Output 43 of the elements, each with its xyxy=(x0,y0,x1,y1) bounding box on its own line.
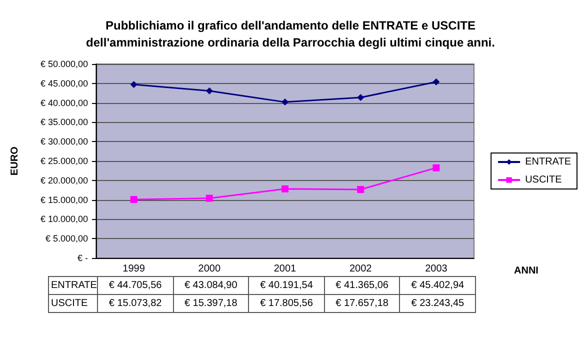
y-tick-label: € 15.000,00 xyxy=(40,194,88,205)
legend-label: ENTRATE xyxy=(525,156,572,168)
point xyxy=(130,196,138,204)
point xyxy=(130,81,138,88)
y-tick-label: € 45.000,00 xyxy=(40,78,88,88)
point xyxy=(282,98,288,106)
data-label: € 44.705,56 xyxy=(98,276,174,294)
y-tick-label: € 25.000,00 xyxy=(40,156,88,166)
data-label: € 45.402,94 xyxy=(400,276,476,294)
data-label: € 40.191,54 xyxy=(248,276,324,294)
point xyxy=(282,185,288,192)
data-label: € 15.073,82 xyxy=(98,294,174,312)
y-tick-label: € 5.000,00 xyxy=(45,234,88,244)
data-label: € 43.084,90 xyxy=(173,276,249,294)
x-axis-title: ANNI xyxy=(514,266,539,276)
legend-label: USCITE xyxy=(525,174,562,186)
data-label: € 15.397,18 xyxy=(173,294,249,312)
data-label: € 17.805,56 xyxy=(248,294,324,312)
y-tick-label: € 10.000,00 xyxy=(40,214,88,224)
data-label: € 41.365,06 xyxy=(324,276,400,294)
point xyxy=(206,87,213,94)
point xyxy=(357,186,364,193)
y-axis-title: EURO xyxy=(10,146,20,176)
x-tick-label: 2001 xyxy=(274,264,297,274)
x-tick-label: 1999 xyxy=(122,264,146,274)
y-tick-label: € 40.000,00 xyxy=(40,98,88,108)
chart-title: Pubblichiamo il grafico dell'andamento delle ENTRATE e USCITE dell'amministrazione ordinaria della Parrocchia degli ultimi cinque anni. xyxy=(86,18,495,50)
text: USCITE xyxy=(51,298,88,309)
x-tick-label: 2003 xyxy=(425,264,448,274)
point xyxy=(432,78,440,86)
data-label: € 17.657,18 xyxy=(324,294,400,312)
data-label: € 23.243,45 xyxy=(400,294,476,312)
y-tick-label: € - xyxy=(77,253,88,263)
y-tick-label: € 35.000,00 xyxy=(40,117,88,128)
point xyxy=(432,164,440,172)
y-tick-label: € 30.000,00 xyxy=(40,136,88,147)
point xyxy=(206,194,213,202)
y-tick-label: € 20.000,00 xyxy=(40,175,88,186)
x-tick-label: 2000 xyxy=(198,264,221,274)
x-tick-label: 2002 xyxy=(349,264,372,274)
point xyxy=(357,94,364,102)
text: ENTRATE xyxy=(51,280,97,291)
y-tick-label: € 50.000,00 xyxy=(40,59,88,69)
